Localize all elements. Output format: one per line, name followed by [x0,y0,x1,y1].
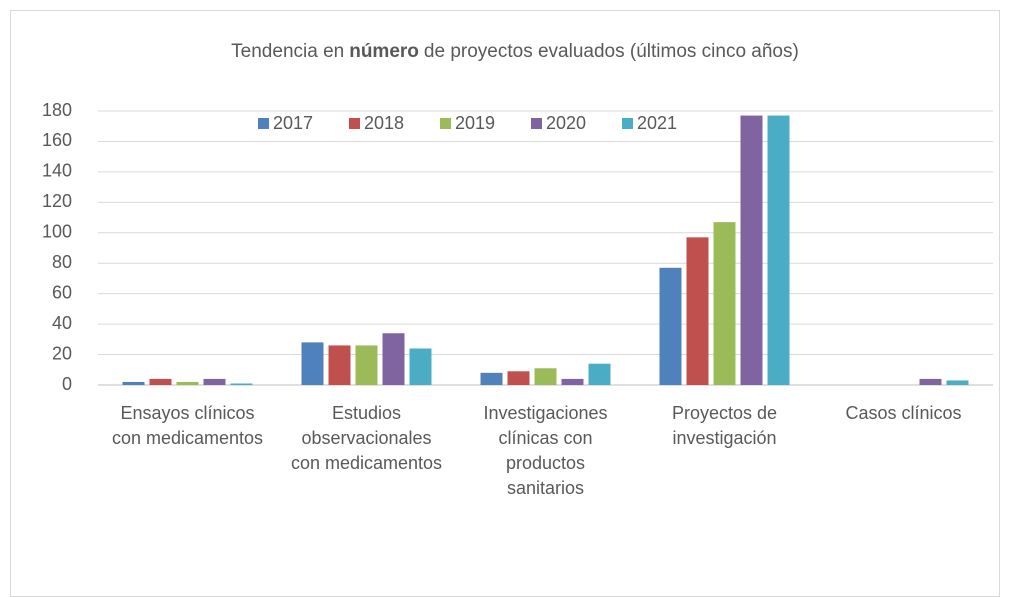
legend-swatch [349,118,360,129]
x-tick-label: Casos clínicos [845,403,962,423]
legend-swatch [258,118,269,129]
legend-label: 2021 [637,113,677,133]
bar [176,381,199,385]
bar [328,345,351,385]
bar [561,378,584,385]
bar [919,378,942,385]
bar [480,372,503,385]
bar [122,381,145,385]
y-tick-label: 40 [52,313,72,333]
bar [713,222,736,385]
x-tick-label: Proyectos de investigación [671,403,778,448]
title-part: número [349,41,419,62]
legend-swatch [622,118,633,129]
x-tick-label: Estudios observacionales con medicamento… [290,403,443,473]
y-tick-label: 80 [52,252,72,272]
y-tick-label: 60 [52,282,72,302]
legend-label: 2017 [273,113,313,133]
legend-swatch [440,118,451,129]
y-tick-label: 120 [42,191,72,211]
legend-swatch [531,118,542,129]
bar [409,348,432,385]
bar [507,371,530,385]
bar [740,115,763,386]
bar [149,378,172,385]
bar [767,115,790,386]
bar [686,237,709,385]
legend-label: 2020 [546,113,586,133]
title-part: de proyectos evaluados (últimos cinco añ… [424,41,799,62]
bar [301,342,324,385]
y-tick-label: 140 [42,161,72,181]
y-tick-label: 100 [42,222,72,242]
legend-label: 2019 [455,113,495,133]
x-tick-label: Investigaciones clínicas con productos s… [483,403,608,498]
y-tick-label: 180 [42,100,72,120]
chart-title: Tendencia en número de proyectos evaluados… [231,41,799,62]
bar [203,378,226,385]
chart-border [10,10,1000,597]
bar [588,363,611,385]
bar [382,333,405,385]
x-tick-label: Ensayos clínicos con medicamentos [111,403,264,448]
bar [946,380,969,385]
y-tick-label: 160 [42,130,72,150]
y-tick-label: 0 [62,374,72,394]
title-part: Tendencia en [231,41,344,62]
bar [659,267,682,385]
bar [534,368,557,385]
legend-label: 2018 [364,113,404,133]
y-tick-label: 20 [52,343,72,363]
bar [230,383,253,385]
bar [355,345,378,385]
